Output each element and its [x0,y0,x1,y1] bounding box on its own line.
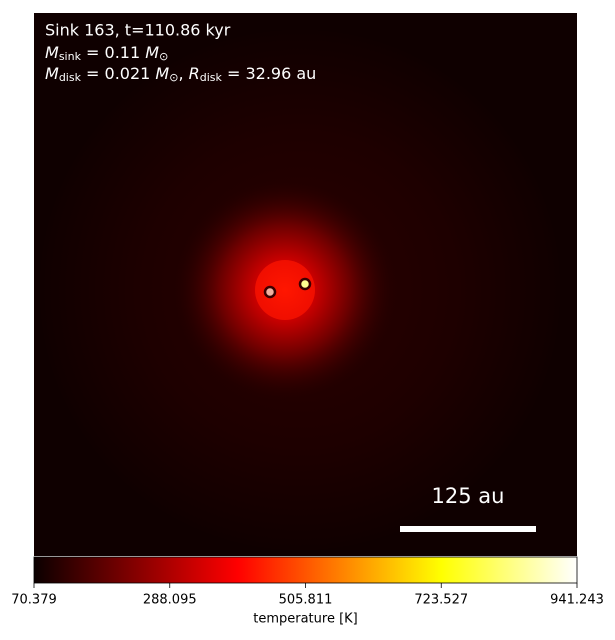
disk-properties: Mdisk = 0.021 M⊙, Rdisk = 32.96 au [45,64,316,85]
sink-particle [298,277,312,291]
colorbar-tick-label: 288.095 [143,593,197,608]
scale-bar-label: 125 au [432,484,505,508]
core-center [255,260,315,320]
colorbar-tick-label: 723.527 [414,593,468,608]
colorbar-tick-label: 941.243 [550,593,604,608]
colorbar [33,556,578,584]
colorbar-tick-label: 70.379 [11,593,57,608]
title: Sink 163, t=110.86 kyr [45,21,231,40]
colorbar-tick-label: 505.811 [279,593,333,608]
colorbar-label: temperature [K] [253,612,358,627]
image [34,13,577,556]
sink-mass: Msink = 0.11 M⊙ [45,43,168,64]
sink-particle [263,285,277,299]
scale-bar [400,526,536,532]
